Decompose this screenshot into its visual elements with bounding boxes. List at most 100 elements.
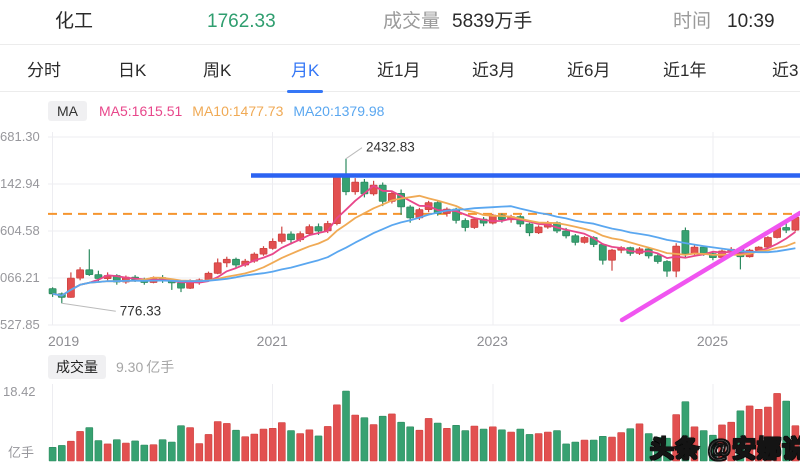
candle[interactable] [663, 260, 671, 277]
volume-bar[interactable] [406, 426, 415, 462]
volume-bar[interactable] [259, 428, 268, 462]
volume-bar[interactable] [507, 431, 515, 462]
volume-bar[interactable] [754, 408, 763, 462]
candle[interactable] [479, 217, 488, 227]
volume-bar[interactable] [626, 428, 635, 462]
candle[interactable] [76, 267, 84, 281]
volume-bar[interactable] [470, 425, 479, 462]
volume-bar[interactable] [342, 390, 350, 462]
volume-bar[interactable] [699, 430, 708, 462]
candle[interactable] [397, 189, 406, 215]
volume-bar[interactable] [122, 442, 130, 462]
tab-周K[interactable]: 周K [203, 61, 232, 80]
volume-bar[interactable] [397, 421, 405, 462]
candle[interactable] [351, 178, 360, 195]
volume-bar[interactable] [287, 430, 295, 462]
volume-bar[interactable] [782, 400, 791, 462]
volume-bar[interactable] [644, 433, 653, 462]
volume-bar[interactable] [562, 443, 570, 462]
volume-bar[interactable] [388, 413, 396, 462]
volume-bar[interactable] [736, 410, 745, 462]
volume-bar[interactable] [571, 441, 580, 462]
volume-bar[interactable] [168, 441, 176, 462]
volume-bar[interactable] [598, 435, 607, 462]
volume-bar[interactable] [608, 436, 616, 462]
candle[interactable] [782, 222, 791, 234]
volume-bar[interactable] [305, 429, 314, 462]
volume-bar[interactable] [223, 423, 231, 462]
candle[interactable] [470, 217, 479, 229]
candle[interactable] [232, 257, 240, 269]
candlestick-chart[interactable]: 2432.83 776.33 [0, 126, 800, 332]
candle[interactable] [764, 236, 772, 248]
volume-bar[interactable] [461, 430, 470, 462]
tab-月K[interactable]: 月K [291, 56, 319, 81]
volume-bar[interactable] [553, 430, 561, 462]
candle[interactable] [406, 205, 415, 223]
volume-bar[interactable] [764, 406, 772, 462]
candle[interactable] [580, 236, 589, 244]
volume-bar[interactable] [323, 426, 332, 462]
volume-bar[interactable] [213, 421, 222, 462]
volume-bar[interactable] [103, 443, 112, 462]
candle[interactable] [277, 226, 286, 244]
volume-bar[interactable] [589, 439, 598, 462]
candle[interactable] [571, 234, 580, 246]
volume-bar[interactable] [177, 425, 185, 462]
volume-bar[interactable] [351, 414, 360, 462]
volume-bar[interactable] [580, 439, 589, 462]
volume-bar[interactable] [745, 405, 754, 462]
volume-bar[interactable] [709, 434, 717, 462]
volume-bar[interactable] [85, 427, 94, 462]
volume-bar[interactable] [48, 446, 57, 462]
volume-bar[interactable] [158, 439, 167, 462]
trend-line[interactable] [619, 210, 800, 323]
volume-bar[interactable] [186, 427, 194, 462]
volume-bar[interactable] [314, 435, 323, 462]
candle[interactable] [268, 238, 277, 250]
candle[interactable] [644, 248, 653, 259]
candle[interactable] [305, 224, 314, 236]
volume-bar[interactable] [424, 418, 433, 462]
volume-bar[interactable] [131, 440, 139, 462]
tab-近3[interactable]: 近3 [772, 61, 799, 80]
candle[interactable] [653, 254, 662, 264]
volume-bar[interactable] [498, 429, 506, 462]
volume-bar[interactable] [241, 436, 249, 462]
volume-bar[interactable] [635, 423, 644, 462]
volume-bar[interactable] [543, 431, 552, 462]
tab-近3月[interactable]: 近3月 [472, 61, 516, 80]
volume-bar[interactable] [378, 415, 387, 462]
candle[interactable] [598, 243, 607, 265]
tab-分时[interactable]: 分时 [27, 61, 61, 80]
volume-bar[interactable] [718, 424, 726, 462]
volume-bar[interactable] [534, 433, 543, 462]
volume-bar[interactable] [333, 404, 341, 462]
volume-bar[interactable] [195, 443, 204, 462]
volume-bar[interactable] [415, 429, 424, 462]
volume-bar[interactable] [94, 440, 103, 462]
volume-bar[interactable] [488, 426, 497, 462]
volume-bar[interactable] [268, 427, 277, 462]
volume-bar[interactable] [727, 421, 736, 462]
candle[interactable] [287, 231, 295, 245]
candle[interactable] [672, 243, 681, 278]
candle[interactable] [67, 272, 75, 298]
candle[interactable] [48, 287, 57, 297]
volume-bar[interactable] [67, 440, 75, 462]
volume-bar[interactable] [369, 424, 378, 462]
volume-bar[interactable] [232, 429, 240, 462]
candle[interactable] [259, 246, 268, 256]
volume-indicator-toggle[interactable]: 成交量 [48, 355, 106, 379]
volume-bar[interactable] [140, 444, 149, 462]
volume-bar[interactable] [204, 434, 213, 462]
candle[interactable] [562, 227, 570, 239]
volume-chart[interactable] [0, 384, 800, 463]
volume-bar[interactable] [277, 422, 286, 462]
volume-bar[interactable] [653, 437, 662, 462]
volume-bar[interactable] [479, 428, 488, 462]
volume-bar[interactable] [452, 424, 460, 462]
volume-bar[interactable] [76, 431, 84, 462]
volume-bar[interactable] [672, 414, 681, 462]
tab-近1年[interactable]: 近1年 [663, 61, 707, 80]
